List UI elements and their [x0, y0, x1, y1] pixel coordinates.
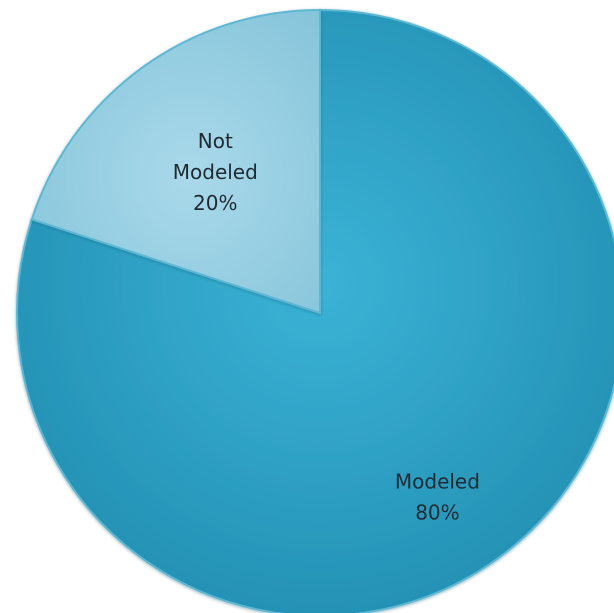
pie-label-not-modeled-line-1: Not — [198, 129, 233, 153]
pie-label-not-modeled: Not Modeled 20% — [173, 129, 258, 215]
pie-label-modeled: Modeled 80% — [395, 469, 480, 524]
pie-labels: Modeled 80% Not Modeled 20% — [173, 129, 480, 525]
pie-label-modeled-line-1: Modeled — [395, 469, 480, 493]
pie-label-modeled-line-2: 80% — [415, 500, 459, 524]
pie-label-not-modeled-line-3: 20% — [193, 191, 237, 215]
pie-slice-not-modeled — [30, 8, 321, 315]
pie-slices — [16, 8, 614, 613]
pie-slice-modeled — [16, 8, 614, 613]
pie-label-not-modeled-line-2: Modeled — [173, 160, 258, 184]
